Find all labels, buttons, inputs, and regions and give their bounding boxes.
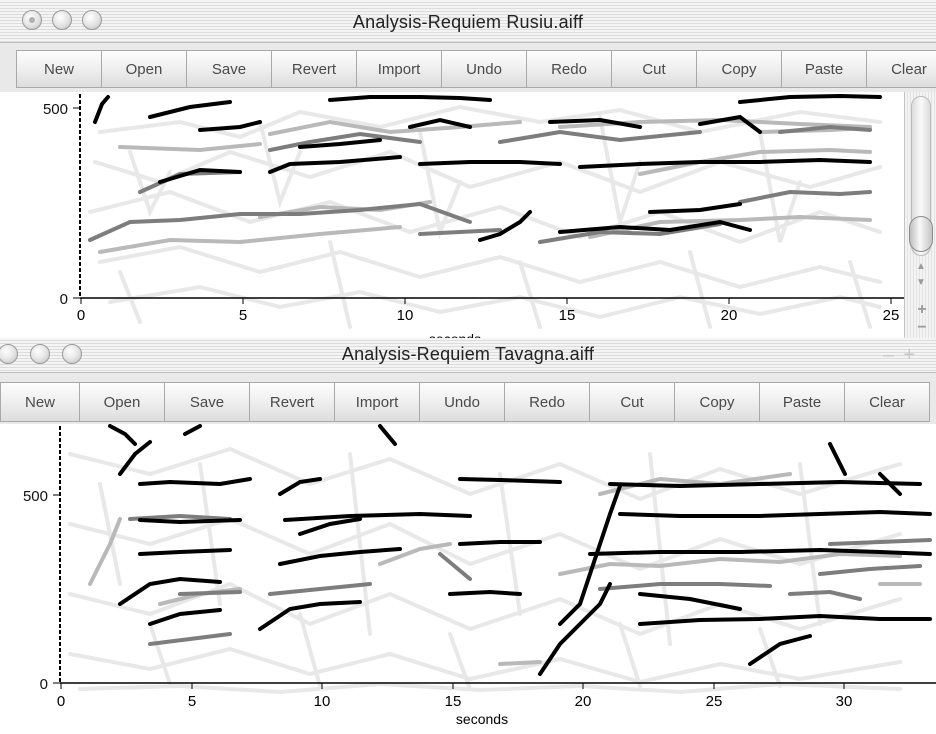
minimize-icon[interactable] [52,10,72,30]
spectral-analysis-plot[interactable]: 500 0 0 5 10 15 20 25 seconds [0,92,936,340]
copy-button[interactable]: Copy [696,50,782,88]
redo-button[interactable]: Redo [526,50,612,88]
analysis-window-tavagna: Analysis-Requiem Tavagna.aiff – + New Op… [0,338,936,734]
clear-button[interactable]: Clear [866,50,936,88]
save-button[interactable]: Save [186,50,272,88]
title-bar[interactable]: Analysis-Requiem Tavagna.aiff – + [0,338,936,373]
dark-tracks [108,424,932,676]
copy-button[interactable]: Copy [674,382,760,422]
toolbar: New Open Save Revert Import Undo Redo Cu… [0,382,936,422]
scrollbar-thumb[interactable] [909,216,933,252]
plot-canvas: 500 0 0 5 10 15 20 25 seconds [43,93,936,340]
x-tick-label-25: 25 [706,693,723,710]
dark-tracks [93,93,882,242]
toolbar: New Open Save Revert Import Undo Redo Cu… [0,50,936,88]
x-tick-label-10: 10 [397,307,414,324]
x-tick-label-5: 5 [188,693,196,710]
x-tick-label-5: 5 [239,307,247,324]
window-title: Analysis-Requiem Rusiu.aiff [352,12,584,32]
new-button[interactable]: New [16,50,102,88]
zoom-icon[interactable] [82,10,102,30]
vertical-scrollbar[interactable]: ▲ ▼ + − [904,92,936,340]
window-title: Analysis-Requiem Tavagna.aiff [341,344,595,364]
undo-button[interactable]: Undo [419,382,505,422]
minimize-icon[interactable] [30,344,50,364]
close-icon[interactable] [22,10,42,30]
x-tick-label-20: 20 [721,307,738,324]
cut-button[interactable]: Cut [589,382,675,422]
paste-button[interactable]: Paste [759,382,845,422]
zoom-in-icon[interactable]: + [917,301,927,318]
clear-button[interactable]: Clear [844,382,930,422]
x-tick-label-20: 20 [575,693,592,710]
x-axis-label: seconds [456,711,508,727]
zoom-icon[interactable] [62,344,82,364]
redo-button[interactable]: Redo [504,382,590,422]
analysis-window-rusiu: Analysis-Requiem Rusiu.aiff New Open Sav… [0,0,936,340]
undo-button[interactable]: Undo [441,50,527,88]
save-button[interactable]: Save [164,382,250,422]
paste-button[interactable]: Paste [781,50,867,88]
close-icon[interactable] [0,344,18,364]
title-bar[interactable]: Analysis-Requiem Rusiu.aiff [0,0,936,43]
x-tick-label-0: 0 [77,307,85,324]
plot-canvas: 500 0 0 5 10 15 20 25 30 seconds [23,424,936,727]
open-button[interactable]: Open [101,50,187,88]
cut-button[interactable]: Cut [611,50,697,88]
zoom-out-icon[interactable]: − [917,319,927,336]
x-tick-label-30: 30 [836,693,853,710]
y-tick-label-0: 0 [40,676,48,693]
x-tick-label-15: 15 [445,693,462,710]
x-ticks [60,683,845,689]
y-tick-label-500: 500 [43,101,68,118]
revert-button[interactable]: Revert [271,50,357,88]
scroll-up-arrow-icon[interactable]: ▲ [916,261,926,272]
open-button[interactable]: Open [79,382,165,422]
y-tick-label-500: 500 [23,488,48,505]
x-axis-label: seconds [429,331,481,340]
x-ticks [80,298,892,304]
spectral-analysis-plot[interactable]: 500 0 0 5 10 15 20 25 30 seconds [0,424,936,734]
new-button[interactable]: New [0,382,80,422]
mid-tracks [128,513,932,646]
import-button[interactable]: Import [334,382,420,422]
x-tick-label-0: 0 [57,693,65,710]
import-button[interactable]: Import [356,50,442,88]
x-tick-label-15: 15 [559,307,576,324]
scroll-down-arrow-icon[interactable]: ▼ [916,277,926,288]
y-tick-label-0: 0 [60,291,68,308]
x-tick-label-10: 10 [314,693,331,710]
x-tick-label-25: 25 [883,307,900,324]
revert-button[interactable]: Revert [249,382,335,422]
ghost-tracks [88,104,882,329]
window-resize-icon[interactable]: – + [882,344,918,366]
